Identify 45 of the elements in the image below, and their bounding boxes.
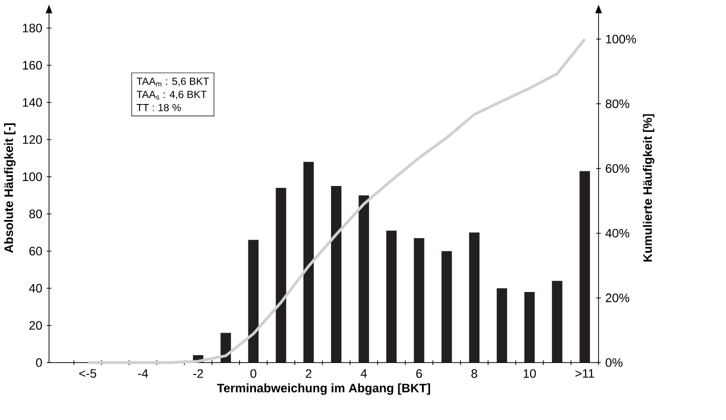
y2-tick-label: 40% — [605, 228, 630, 238]
y2-tick-label: 100% — [606, 34, 636, 44]
annotation: TAA$_{m}$ : 5,6 BKT — [136, 78, 210, 86]
bar — [276, 188, 286, 362]
bar — [358, 195, 370, 362]
bar — [552, 280, 562, 362]
bar — [248, 240, 259, 362]
x-tick-label: >11 — [575, 369, 594, 378]
y-axis-title: Absolute Häufigkeit [-] — [4, 123, 16, 253]
y-tick-label: 180 — [22, 24, 42, 32]
y2-axis-title: Kumulierte Häufigkeit [%] — [642, 114, 654, 262]
x-tick-label: 2 — [306, 369, 312, 378]
bar — [496, 288, 508, 362]
bar — [386, 230, 397, 362]
bar — [303, 162, 314, 362]
bar — [469, 232, 480, 362]
y-tick-label: 160 — [22, 60, 42, 70]
y-tick-label: 0 — [36, 358, 42, 367]
x-tick-label: 8 — [471, 369, 478, 378]
y2-tick-label: 0% — [606, 358, 622, 367]
y-tick-label: 140 — [22, 98, 42, 107]
x-tick-label: <-5 — [79, 369, 96, 378]
bar — [331, 186, 342, 362]
x-axis-title: Terminabweichung im Abgang [BKT] — [217, 383, 430, 395]
y-tick-label: 20 — [29, 320, 42, 330]
y-tick-label: 80 — [29, 209, 42, 218]
x-tick-label: -2 — [193, 369, 203, 378]
y2-tick-label: 60% — [606, 164, 630, 173]
y-tick-label: 100 — [22, 172, 42, 181]
y-tick-label: 120 — [22, 135, 42, 144]
bar — [441, 250, 452, 362]
y2-tick-label: 20% — [606, 293, 630, 302]
y2-tick-label: 80% — [606, 99, 630, 108]
y-tick-label: 40 — [29, 284, 42, 292]
bar — [414, 238, 424, 362]
x-tick-label: 6 — [416, 369, 422, 378]
x-tick-label: 10 — [524, 369, 536, 378]
y-tick-label: 60 — [29, 246, 42, 256]
bar — [524, 292, 535, 362]
annotation: TT : 18 % — [136, 104, 181, 112]
x-tick-label: 0 — [250, 369, 256, 378]
x-tick-label: -4 — [138, 369, 148, 378]
annotation: TAA$_{s}$ : 4,6 BKT — [136, 90, 207, 100]
bar — [580, 171, 590, 362]
x-tick-label: 4 — [360, 369, 367, 378]
